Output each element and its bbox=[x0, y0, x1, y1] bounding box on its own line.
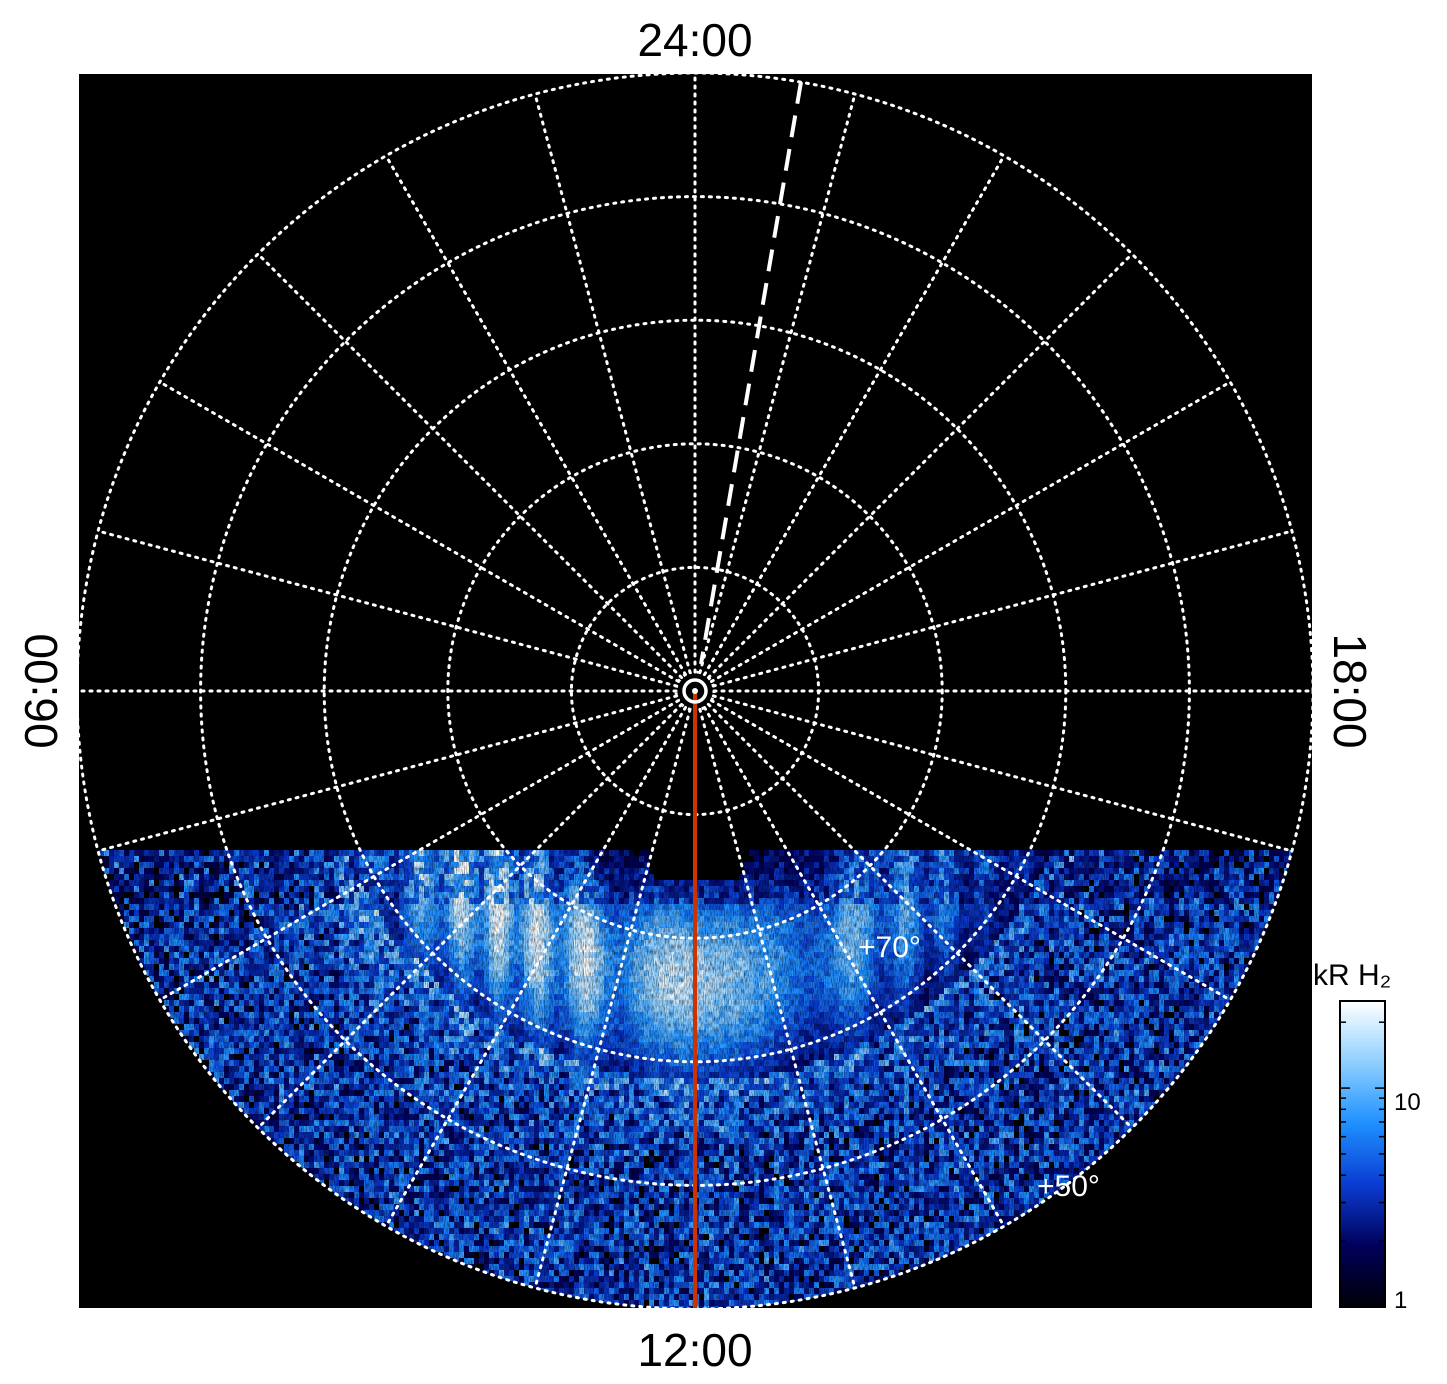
meridian-line bbox=[706, 702, 1134, 1130]
pole-marker-dot bbox=[692, 688, 698, 694]
colorbar: kR H₂ 10 1 bbox=[1313, 959, 1421, 1314]
meridian-line bbox=[256, 702, 684, 1130]
local-time-label-left: 06:00 bbox=[15, 633, 67, 748]
meridian-line bbox=[533, 92, 692, 675]
colorbar-title: kR H₂ bbox=[1313, 959, 1391, 992]
pole-marker bbox=[682, 678, 708, 704]
meridian-line bbox=[698, 707, 857, 1290]
polar-grid bbox=[79, 74, 1312, 1308]
meridian-line bbox=[703, 154, 1006, 677]
latitude-circle bbox=[446, 442, 944, 940]
meridian-line bbox=[384, 705, 687, 1228]
meridian-line bbox=[158, 380, 681, 683]
colorbar-gradient bbox=[1339, 1000, 1386, 1308]
meridian-line bbox=[698, 92, 857, 675]
local-time-label-top: 24:00 bbox=[637, 14, 752, 66]
meridian-line bbox=[711, 529, 1294, 688]
meridian-line bbox=[709, 380, 1232, 683]
meridian-line bbox=[158, 699, 681, 1002]
meridian-line bbox=[96, 694, 679, 853]
local-time-label-right: 18:00 bbox=[1324, 633, 1376, 748]
latitude-label-50: +50° bbox=[1037, 1170, 1100, 1203]
meridian-line bbox=[384, 154, 687, 677]
meridian-line bbox=[533, 707, 692, 1290]
colorbar-tick-label-1: 1 bbox=[1394, 1287, 1407, 1314]
local-time-label-bottom: 12:00 bbox=[637, 1324, 752, 1376]
dashed-reference-line bbox=[699, 81, 803, 665]
meridian-line bbox=[706, 252, 1134, 680]
meridian-line bbox=[709, 699, 1232, 1002]
meridian-line bbox=[256, 252, 684, 680]
meridian-line bbox=[703, 705, 1006, 1228]
meridian-line bbox=[96, 529, 679, 688]
latitude-label-70: +70° bbox=[858, 931, 921, 964]
meridian-line bbox=[711, 694, 1294, 853]
colorbar-tick-label-10: 10 bbox=[1394, 1089, 1421, 1116]
